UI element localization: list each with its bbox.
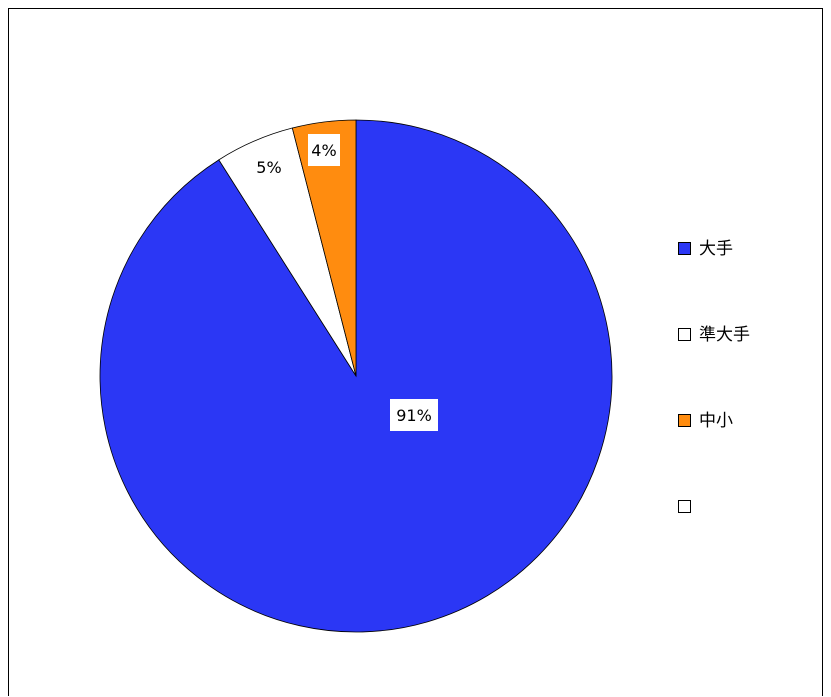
data-label-2: 4% bbox=[308, 134, 340, 166]
legend-label-2: 中小 bbox=[699, 411, 733, 431]
legend-swatch-0 bbox=[678, 242, 691, 255]
legend-label-1: 準大手 bbox=[699, 325, 750, 345]
legend-label-0: 大手 bbox=[699, 239, 733, 259]
pie-slice-2 bbox=[291, 119, 357, 377]
data-label-1: 5% bbox=[253, 151, 285, 183]
chart-frame: 91% 5% 4% 大手準大手中小 bbox=[8, 8, 823, 696]
data-label-text-2: 4% bbox=[311, 141, 336, 160]
legend-swatch-3 bbox=[678, 500, 691, 513]
data-label-0: 91% bbox=[390, 399, 438, 431]
legend-swatch-2 bbox=[678, 414, 691, 427]
data-label-text-1: 5% bbox=[256, 158, 281, 177]
pie-chart: 91% 5% 4% bbox=[99, 119, 613, 633]
data-label-text-0: 91% bbox=[396, 406, 432, 425]
legend-swatch-1 bbox=[678, 328, 691, 341]
